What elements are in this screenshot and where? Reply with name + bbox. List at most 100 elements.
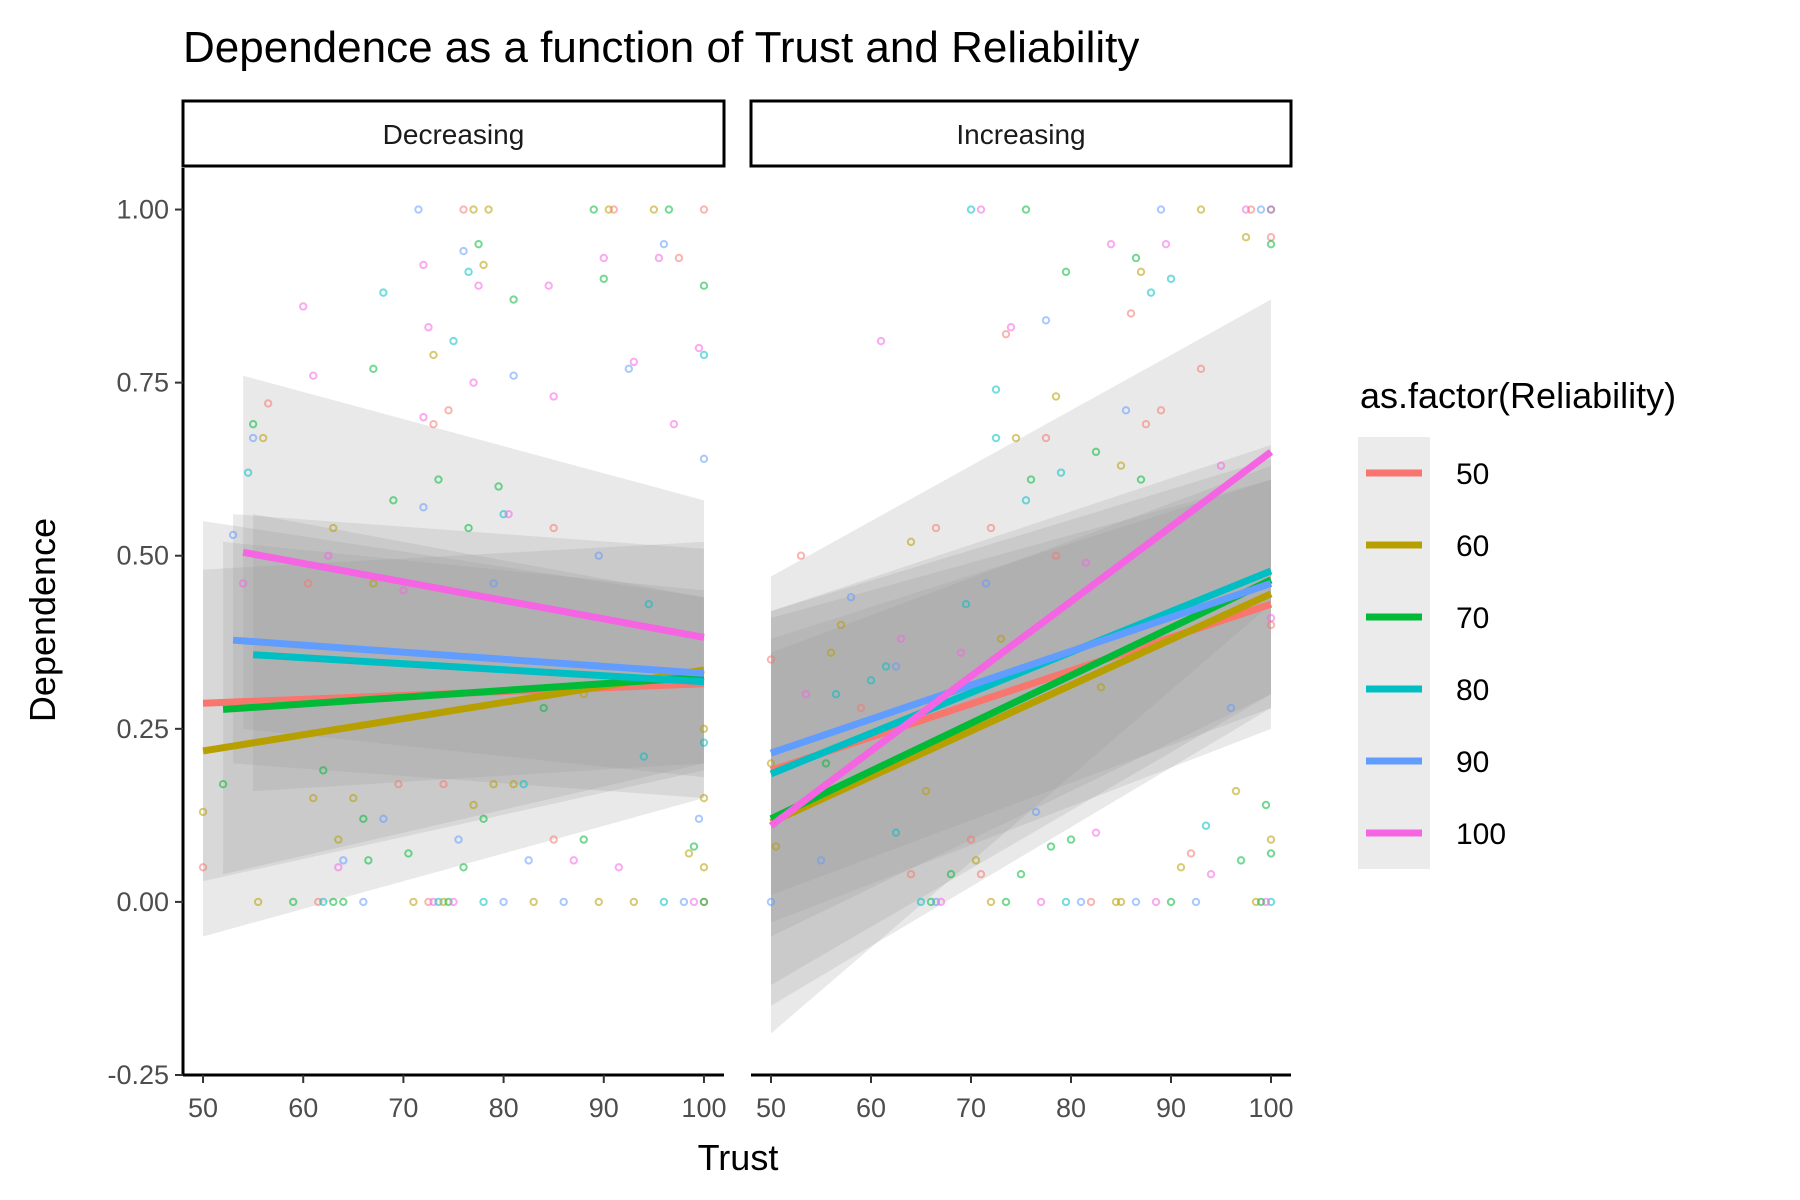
data-point <box>966 835 976 844</box>
fit-line-90 <box>769 580 1273 757</box>
data-point <box>674 253 684 263</box>
data-point <box>329 523 338 533</box>
data-point <box>594 551 603 560</box>
data-point <box>699 724 709 734</box>
data-point <box>1061 267 1071 277</box>
data-point <box>1166 897 1176 907</box>
data-point <box>1196 205 1206 214</box>
data-point <box>419 260 428 270</box>
y-tick-label: 1.00 <box>116 195 169 225</box>
data-point <box>1086 897 1096 907</box>
data-point <box>876 336 886 346</box>
data-point <box>1116 897 1126 907</box>
data-point <box>664 205 674 214</box>
data-point <box>891 828 901 837</box>
x-tick-label: 50 <box>756 1093 786 1123</box>
legend: as.factor(Reliability) 50 60 70 80 90 100 <box>1358 375 1676 869</box>
panel-increasing: Increasing 50 60 70 80 90 100 <box>749 99 1294 1123</box>
data-point <box>976 870 986 879</box>
y-axis-title: Dependence <box>22 518 63 722</box>
data-point <box>419 503 428 512</box>
data-point <box>1091 828 1101 837</box>
data-point <box>469 378 478 387</box>
data-point <box>931 897 941 907</box>
confidence-band-70 <box>771 465 1271 985</box>
data-point <box>1226 703 1236 713</box>
data-point <box>599 274 608 283</box>
panel-decreasing: Decreasing 50 60 70 80 90 100 <box>181 99 726 1123</box>
data-point <box>1031 807 1041 817</box>
data-point <box>419 413 428 422</box>
fit-line-90 <box>232 636 705 677</box>
data-point <box>459 863 468 872</box>
data-point <box>549 392 558 401</box>
data-point <box>1241 205 1251 214</box>
data-point <box>801 689 811 699</box>
data-point <box>644 599 654 609</box>
data-point <box>559 897 568 907</box>
data-point <box>1021 496 1031 505</box>
data-point <box>699 350 709 360</box>
data-point <box>699 897 709 907</box>
data-point <box>1036 897 1046 907</box>
data-point <box>529 897 538 907</box>
data-point <box>484 205 493 214</box>
data-point <box>499 509 508 519</box>
legend-label-50: 50 <box>1456 458 1489 491</box>
data-point <box>349 793 358 803</box>
data-point <box>464 267 473 277</box>
data-point <box>228 530 238 540</box>
data-point <box>243 468 253 477</box>
data-point <box>629 897 639 907</box>
data-point <box>1266 835 1276 844</box>
x-tick-label: 60 <box>288 1093 318 1123</box>
data-point <box>474 281 483 290</box>
data-point <box>364 856 373 865</box>
data-point <box>474 239 483 249</box>
data-point <box>766 759 776 768</box>
legend-label-70: 70 <box>1456 602 1489 635</box>
data-point <box>624 364 634 373</box>
data-point <box>1156 406 1166 415</box>
data-point <box>976 205 986 214</box>
data-point <box>926 897 936 907</box>
data-point <box>429 419 438 429</box>
x-tick-label: 80 <box>1056 1093 1086 1123</box>
x-tick-label: 60 <box>856 1093 886 1123</box>
data-point <box>659 897 669 907</box>
data-point <box>379 288 388 297</box>
x-tick-label: 80 <box>489 1093 519 1123</box>
data-point <box>494 482 503 491</box>
data-point <box>1256 897 1266 907</box>
data-point <box>1266 849 1276 858</box>
data-point <box>289 897 298 907</box>
chart-title: Dependence as a function of Trust and Re… <box>183 23 1139 72</box>
legend-label-60: 60 <box>1456 530 1489 563</box>
data-point <box>1051 392 1061 401</box>
data-point <box>479 260 488 270</box>
data-point <box>434 475 443 484</box>
data-point <box>1261 897 1271 907</box>
data-point <box>649 205 659 214</box>
data-point <box>1011 433 1021 443</box>
data-point <box>479 814 488 824</box>
data-point <box>1041 316 1051 325</box>
data-point <box>524 856 533 865</box>
data-point <box>1001 897 1011 907</box>
data-point <box>991 433 1001 443</box>
data-point <box>464 523 473 533</box>
data-point <box>459 246 468 256</box>
data-point <box>454 835 463 844</box>
data-point <box>369 364 378 373</box>
data-point <box>669 419 679 429</box>
data-point <box>198 807 208 817</box>
fit-line-60 <box>769 590 1273 826</box>
data-point <box>499 897 508 907</box>
data-point <box>1266 897 1276 907</box>
data-point <box>479 897 488 907</box>
data-point <box>1006 323 1016 332</box>
panels: Decreasing 50 60 70 80 90 100 Increasing 50 60 70 8… <box>181 99 1294 1123</box>
data-point <box>699 863 709 872</box>
data-point <box>434 897 443 907</box>
